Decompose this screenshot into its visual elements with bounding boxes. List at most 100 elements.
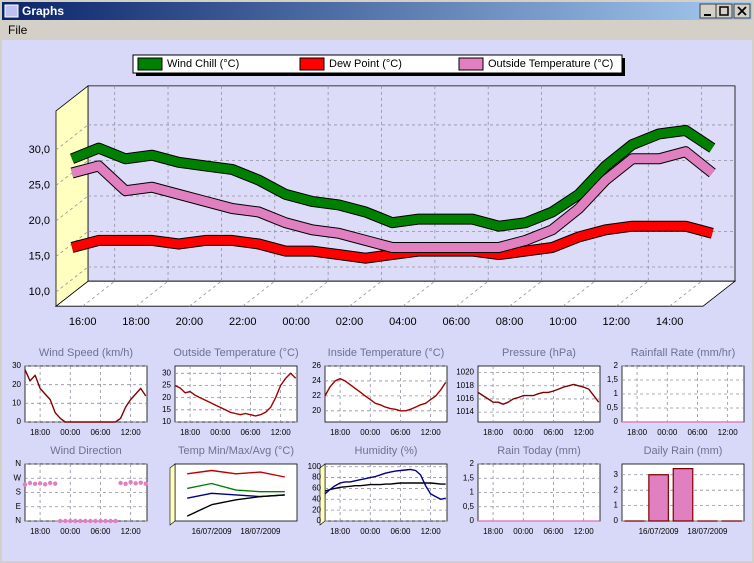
grid-line — [562, 280, 596, 307]
scatter-point — [83, 518, 88, 524]
y-tick-label: 22 — [312, 391, 321, 400]
scatter-point — [143, 481, 148, 486]
scatter-point — [98, 518, 103, 524]
chart-title: Humidity (%) — [355, 445, 418, 457]
y-tick-label: 15,0 — [29, 250, 50, 262]
series-line — [324, 482, 446, 492]
y-tick-label: 30,0 — [29, 144, 50, 156]
grid-line — [55, 124, 89, 151]
x-tick-label: 18:00 — [180, 428, 201, 437]
scatter-point — [88, 518, 93, 524]
x-tick-label: 18:00 — [30, 428, 51, 437]
chart-title: Outside Temperature (°C) — [173, 347, 298, 359]
x-tick-label: 06:00 — [687, 428, 708, 437]
x-tick-label: 18:00 — [330, 527, 351, 536]
y-tick-label: 15 — [162, 405, 171, 414]
y-tick-label: 1 — [614, 501, 619, 510]
legend-label: Wind Chill (°C) — [167, 58, 239, 70]
y-tick-label: 24 — [312, 376, 321, 385]
x-tick-label: 18:00 — [122, 316, 150, 328]
y-tick-label: 2 — [470, 459, 475, 468]
title-bar — [2, 2, 752, 20]
y-tick-label: S — [16, 488, 21, 497]
y-tick-label: 0 — [317, 516, 322, 525]
scatter-point — [113, 518, 118, 524]
x-tick-label: 06:00 — [240, 428, 261, 437]
grid-line — [82, 280, 115, 307]
y-tick-label: 1 — [470, 488, 475, 497]
x-tick-label: 12:00 — [121, 527, 142, 536]
x-tick-label: 00:00 — [282, 316, 310, 328]
x-tick-label: 06:00 — [90, 428, 111, 437]
plot-area — [24, 365, 148, 423]
chart-title: Wind Speed (km/h) — [39, 347, 133, 359]
chart-title: Inside Temperature (°C) — [328, 347, 445, 359]
scatter-point — [37, 481, 43, 486]
x-tick-label: 14:00 — [656, 316, 684, 328]
y-tick-label: 60 — [312, 484, 321, 493]
y-tick-label: 1014 — [456, 407, 474, 416]
series-line — [186, 494, 285, 517]
x-tick-label: 22:00 — [229, 316, 257, 328]
y-tick-label: 1,5 — [463, 473, 475, 482]
y-tick-label: 10 — [12, 398, 21, 407]
y-tick-label: 100 — [308, 462, 322, 471]
grid-line — [189, 280, 222, 307]
scatter-point — [32, 481, 38, 486]
series-line — [324, 378, 447, 412]
scatter-point — [47, 480, 53, 486]
scatter-point — [52, 481, 58, 486]
x-tick-label: 18/07/2009 — [687, 527, 728, 536]
y-tick-label: 20 — [162, 393, 171, 402]
y-tick-label: 3 — [614, 470, 619, 479]
left-wall — [55, 85, 89, 308]
scatter-point — [133, 481, 138, 486]
grid-line — [509, 280, 542, 307]
x-tick-label: 00:00 — [60, 428, 81, 437]
series-ribbon — [70, 221, 714, 263]
y-tick-label: 20,0 — [29, 215, 50, 227]
scatter-point — [42, 482, 48, 487]
y-tick-label: 1 — [614, 389, 619, 398]
grid-line — [295, 280, 329, 307]
maximize-glyph — [719, 6, 729, 16]
x-tick-label: 06:00 — [442, 316, 470, 328]
y-tick-label: 1,5 — [607, 375, 619, 384]
x-tick-label: 08:00 — [496, 316, 524, 328]
x-tick-label: 00:00 — [513, 428, 534, 437]
window-buttons[interactable] — [699, 3, 751, 19]
y-tick-label: N — [15, 516, 21, 525]
maximize-button[interactable] — [715, 3, 733, 19]
y-tick-label: 0 — [614, 417, 619, 426]
y-tick-label: W — [13, 473, 21, 482]
y-tick-label: 25,0 — [29, 179, 50, 191]
legend-label: Outside Temperature (°C) — [488, 58, 613, 70]
chart-title: Rainfall Rate (mm/hr) — [631, 347, 736, 359]
series-line — [477, 383, 600, 405]
y-tick-label: 0,5 — [607, 403, 619, 412]
plot-area — [324, 365, 448, 423]
x-tick-label: 18:00 — [30, 527, 51, 536]
y-tick-label: 0 — [17, 417, 22, 426]
x-tick-label: 16/07/2009 — [639, 527, 680, 536]
y-tick-label: 10,0 — [29, 286, 50, 298]
x-tick-label: 06:00 — [390, 527, 411, 536]
scatter-point — [123, 481, 128, 486]
x-tick-label: 16/07/2009 — [192, 527, 233, 536]
chart-title: Rain Today (mm) — [497, 445, 581, 457]
legend-swatch — [137, 57, 163, 71]
y-tick-label: 0 — [614, 516, 619, 525]
series-ribbon — [70, 147, 716, 252]
scatter-point — [138, 480, 143, 485]
x-tick-label: 12:00 — [718, 428, 739, 437]
close-glyph — [737, 6, 747, 16]
x-tick-label: 00:00 — [210, 428, 231, 437]
scatter-point — [27, 480, 33, 486]
menu-item[interactable]: File — [8, 23, 28, 37]
y-tick-label: 1020 — [456, 368, 474, 377]
y-tick-label: 1016 — [456, 394, 474, 403]
x-tick-label: 06:00 — [543, 428, 564, 437]
legend-label: Dew Point (°C) — [329, 58, 402, 70]
x-tick-label: 02:00 — [336, 316, 364, 328]
